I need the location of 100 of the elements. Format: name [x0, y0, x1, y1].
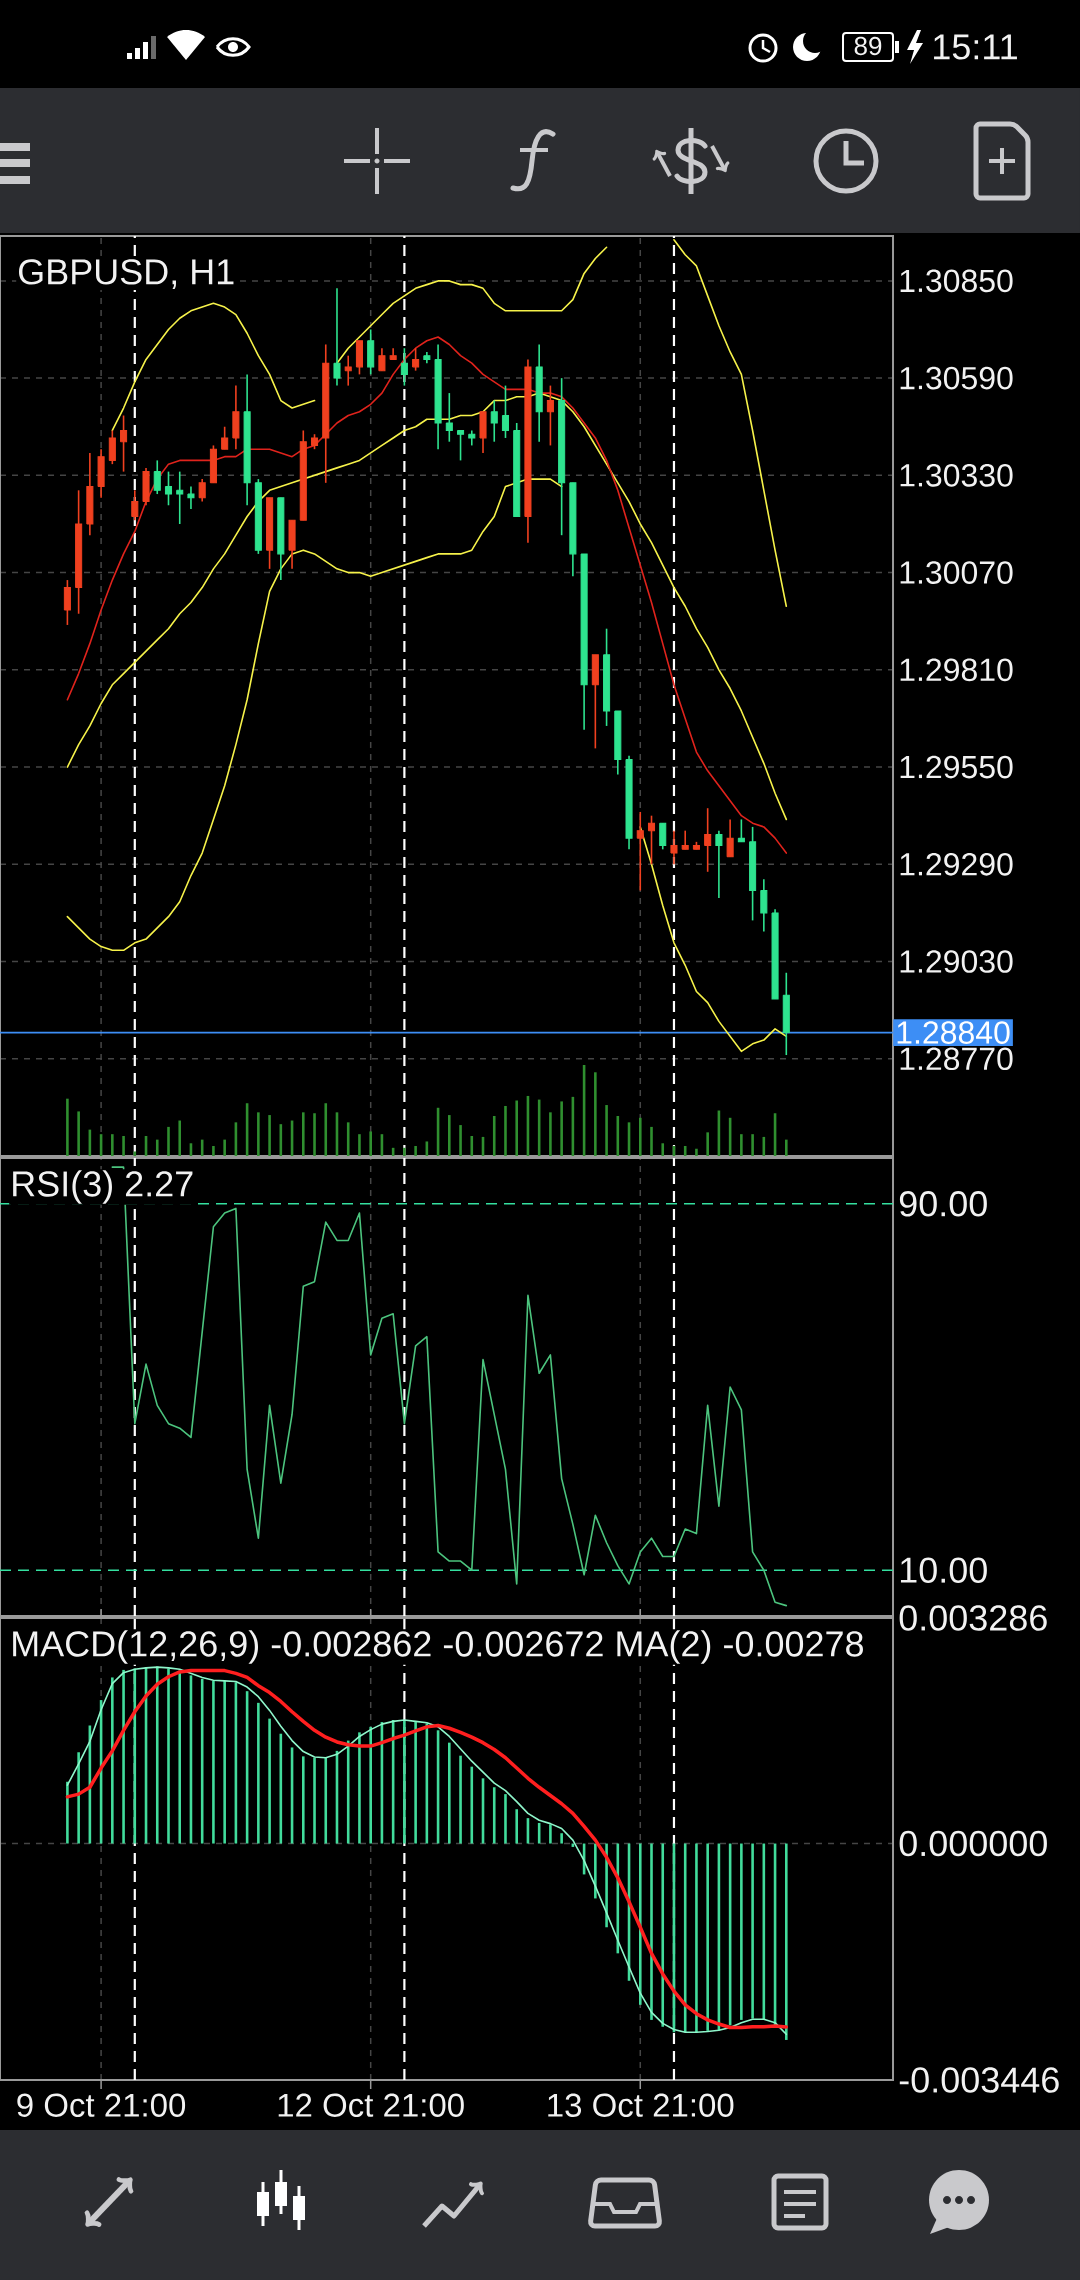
candlestick: [659, 822, 667, 851]
candlestick: [704, 807, 712, 873]
bar: [167, 1126, 170, 1157]
candlestick: [726, 818, 734, 858]
bar: [661, 1843, 665, 2027]
text: GBPUSD, H1: [19, 259, 234, 289]
bar: [785, 1139, 788, 1157]
candlestick: [153, 459, 161, 495]
candlestick: [221, 425, 229, 450]
bar: [324, 1103, 328, 1157]
bar: [313, 1757, 316, 1844]
y-tick-label: 1.30330: [900, 464, 1013, 487]
bar: [751, 1843, 754, 2019]
candlestick: [636, 811, 644, 892]
bar: [77, 1111, 80, 1157]
bar: [346, 1122, 350, 1157]
bar: [122, 1669, 125, 1844]
y-tick-label: 1.30590: [900, 366, 1013, 390]
bar: [661, 1143, 665, 1157]
bar: [358, 1134, 361, 1157]
candlestick: [546, 384, 554, 447]
y-tick-label: 1.28770: [900, 1047, 1013, 1071]
y-tick-label: 0.000000: [899, 1830, 1047, 1857]
bar: [683, 1146, 687, 1157]
bar: [301, 1112, 305, 1157]
candlestick: [198, 478, 206, 503]
y-tick-label: 1.29030: [900, 950, 1013, 973]
candlestick: [715, 829, 723, 899]
candlestick: [457, 429, 465, 462]
bar: [212, 1680, 215, 1844]
bar: [492, 1787, 496, 1844]
bar: [504, 1794, 507, 1844]
bar: [549, 1112, 552, 1157]
bar: [706, 1843, 709, 2031]
candlestick: [63, 579, 71, 626]
y-tick-label: 1.29810: [900, 658, 1013, 682]
bar: [650, 1126, 653, 1157]
y-tick-label: 1.29550: [900, 755, 1013, 779]
bar: [515, 1809, 519, 1844]
bar: [268, 1115, 271, 1157]
bar: [560, 1101, 563, 1157]
y-tick-label: 10.00: [900, 1557, 987, 1583]
bar: [470, 1766, 474, 1844]
bar: [369, 1726, 372, 1844]
bar: [257, 1702, 260, 1844]
bar: [650, 1843, 653, 2020]
bar: [155, 1666, 159, 1844]
candlestick: [670, 829, 678, 866]
bar: [695, 1148, 698, 1157]
text: 15:11: [934, 34, 1017, 60]
ref-line-label: 1.28840: [897, 1021, 1010, 1044]
bar: [638, 1843, 642, 2005]
bar: [403, 1720, 406, 1844]
bar: [560, 1833, 563, 1844]
bar: [178, 1120, 182, 1157]
candlestick: [164, 470, 173, 507]
candlestick: [333, 287, 341, 387]
candlestick: [344, 354, 352, 387]
bar: [66, 1098, 69, 1157]
candlestick: [108, 429, 116, 465]
bar: [594, 1843, 597, 1899]
bar: [785, 1843, 788, 2040]
candlestick: [131, 489, 139, 522]
bar: [223, 1680, 226, 1844]
bar: [257, 1112, 260, 1157]
bar: [403, 1147, 406, 1157]
candlestick: [490, 399, 498, 443]
y-tick-label: 90.00: [899, 1191, 987, 1217]
bar: [358, 1732, 361, 1844]
chart-title: RSI(3) 2.27: [13, 1170, 193, 1204]
x-tick-label: 13 Oct 21:00: [548, 2093, 734, 2117]
bar: [301, 1756, 305, 1844]
bar: [448, 1115, 451, 1157]
bar: [122, 1136, 125, 1157]
bar: [369, 1131, 372, 1157]
y-tick-label: 1.30850: [900, 269, 1013, 293]
bar: [133, 1668, 137, 1844]
chart-title: MACD(12,26,9) -0.002862 -0.002672 MA(2) -0.00278: [13, 1630, 863, 1664]
y-tick-label: 1.30070: [900, 561, 1013, 584]
x-tick-label: 9 Oct 21:00: [17, 2093, 186, 2117]
y-tick-label: 0.003286: [899, 1605, 1047, 1631]
candlestick: [501, 384, 510, 439]
bar: [414, 1146, 417, 1157]
candlestick: [400, 347, 408, 387]
bar: [111, 1677, 114, 1844]
bar: [740, 1134, 743, 1157]
bar: [212, 1146, 215, 1157]
bar: [695, 1843, 698, 2033]
candlestick: [176, 470, 184, 525]
bar: [515, 1100, 519, 1157]
bar: [448, 1742, 451, 1844]
bar: [751, 1134, 754, 1157]
candlestick: [120, 414, 128, 473]
bar: [223, 1139, 226, 1157]
bar: [346, 1740, 350, 1844]
candlestick: [681, 829, 689, 851]
bar: [470, 1136, 474, 1157]
bar: [133, 1151, 137, 1157]
bar: [313, 1113, 316, 1157]
candlestick: [412, 347, 420, 372]
